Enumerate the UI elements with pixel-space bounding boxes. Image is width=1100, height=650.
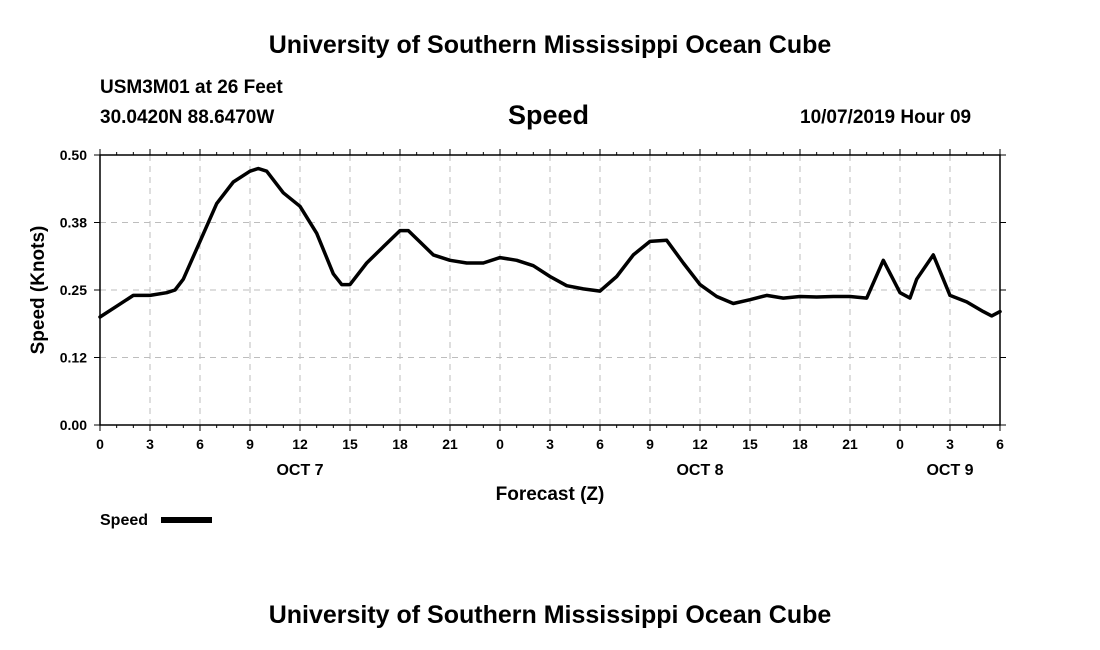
x-tick-label: 9: [246, 436, 254, 452]
x-tick-label: 15: [742, 436, 758, 452]
y-tick-label: 0.25: [60, 282, 87, 298]
y-tick-label: 0.38: [60, 215, 87, 231]
x-tick-label: 3: [946, 436, 954, 452]
x-axis-label: Forecast (Z): [496, 484, 605, 505]
x-tick-label: 6: [196, 436, 204, 452]
location-label: 30.0420N 88.6470W: [100, 107, 275, 128]
x-tick-label: 3: [546, 436, 554, 452]
y-tick-label: 0.00: [60, 417, 87, 433]
x-tick-label: 6: [996, 436, 1004, 452]
x-tick-label: 0: [96, 436, 104, 452]
x-tick-label: 9: [646, 436, 654, 452]
station-label: USM3M01 at 26 Feet: [100, 77, 283, 98]
x-tick-label: 18: [792, 436, 808, 452]
x-tick-label: 12: [692, 436, 708, 452]
x-tick-label: 21: [442, 436, 458, 452]
x-tick-label: 21: [842, 436, 858, 452]
datetime-label: 10/07/2019 Hour 09: [800, 107, 972, 128]
y-tick-label: 0.50: [60, 147, 87, 163]
y-tick-label: 0.12: [60, 350, 87, 366]
x-tick-label: 6: [596, 436, 604, 452]
date-label: OCT 7: [276, 462, 323, 479]
speed-series-line: [98, 166, 1002, 319]
x-tick-label: 15: [342, 436, 358, 452]
date-label: OCT 8: [676, 462, 723, 479]
x-tick-label: 0: [896, 436, 904, 452]
x-tick-label: 12: [292, 436, 308, 452]
legend-label: Speed: [100, 512, 148, 529]
y-axis-label: Speed (Knots): [28, 226, 49, 355]
plot-title: Speed: [508, 100, 590, 130]
x-tick-label: 0: [496, 436, 504, 452]
chart-title-bottom: University of Southern Mississippi Ocean…: [268, 601, 832, 629]
chart-title-top: University of Southern Mississippi Ocean…: [268, 31, 832, 59]
x-tick-label: 18: [392, 436, 408, 452]
x-tick-label: 3: [146, 436, 154, 452]
date-label: OCT 9: [926, 462, 973, 479]
